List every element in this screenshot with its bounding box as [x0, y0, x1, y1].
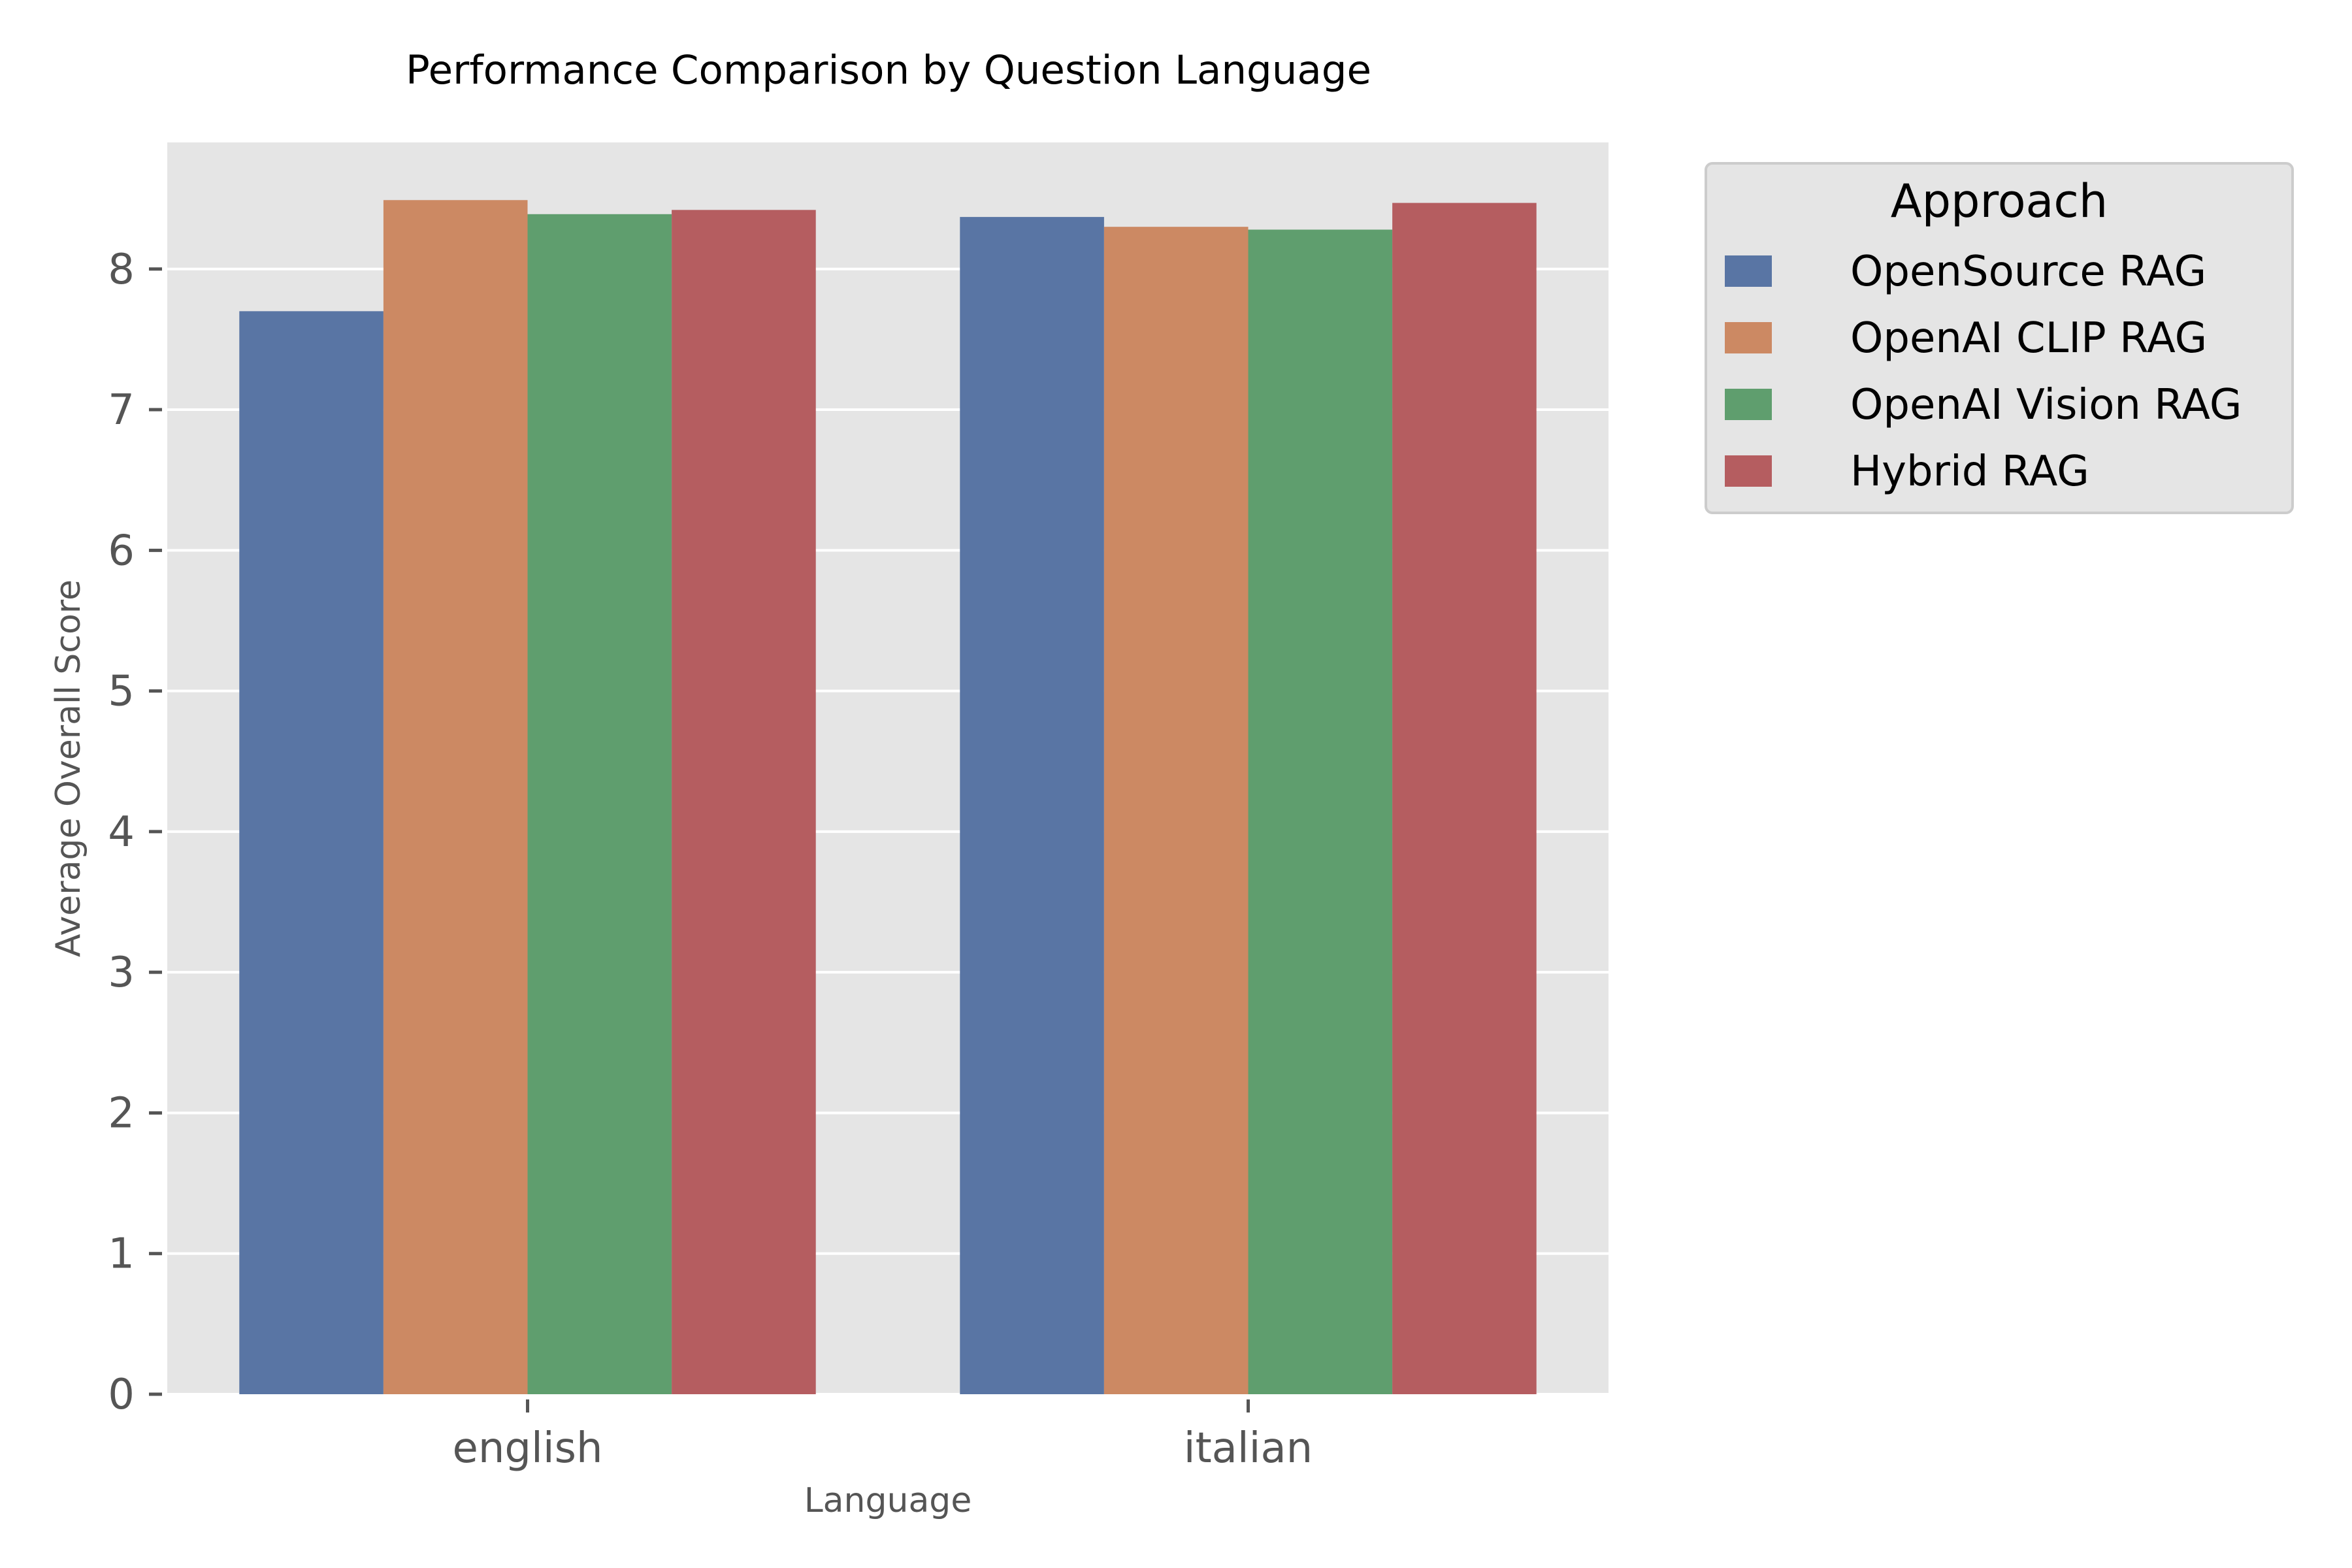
x-tick-label: italian [1184, 1424, 1313, 1473]
legend-items: OpenSource RAG OpenAI CLIP RAG OpenAI Visi… [1725, 248, 2242, 496]
y-tick-label: 4 [108, 808, 135, 857]
y-tick-label: 2 [108, 1089, 135, 1137]
y-tick-label: 1 [108, 1230, 135, 1279]
legend-swatch [1725, 455, 1772, 487]
y-tick-label: 5 [108, 668, 135, 716]
bar [1248, 229, 1393, 1395]
legend-label: OpenAI CLIP RAG [1850, 314, 2207, 363]
bars [239, 200, 1537, 1395]
legend-label: Hybrid RAG [1850, 448, 2089, 496]
bar [1392, 203, 1537, 1394]
bar [960, 217, 1104, 1394]
y-tick-label: 7 [108, 386, 135, 434]
legend-box [1705, 162, 2294, 514]
y-axis: 0 1 2 3 4 5 6 7 8 [108, 246, 162, 1419]
y-tick-label: 6 [108, 527, 135, 575]
x-tick-label: english [452, 1424, 602, 1473]
bar [383, 200, 528, 1395]
legend-title: Approach [1891, 174, 2108, 228]
bar [527, 214, 672, 1395]
x-axis-label: Language [804, 1481, 972, 1520]
bar [1103, 227, 1249, 1394]
y-tick-label: 3 [108, 949, 135, 997]
legend-swatch [1725, 389, 1772, 420]
legend-swatch [1725, 322, 1772, 353]
bar [239, 311, 384, 1395]
y-tick-label: 0 [108, 1371, 135, 1419]
legend-label: OpenSource RAG [1850, 248, 2206, 296]
chart-title: Performance Comparison by Question Langu… [406, 47, 1371, 93]
bar [672, 210, 816, 1394]
y-axis-label: Average Overall Score [49, 580, 88, 957]
legend-swatch [1725, 255, 1772, 287]
x-axis: english italian [452, 1399, 1313, 1473]
legend-label: OpenAI Vision RAG [1850, 381, 2242, 429]
y-tick-label: 8 [108, 246, 135, 294]
